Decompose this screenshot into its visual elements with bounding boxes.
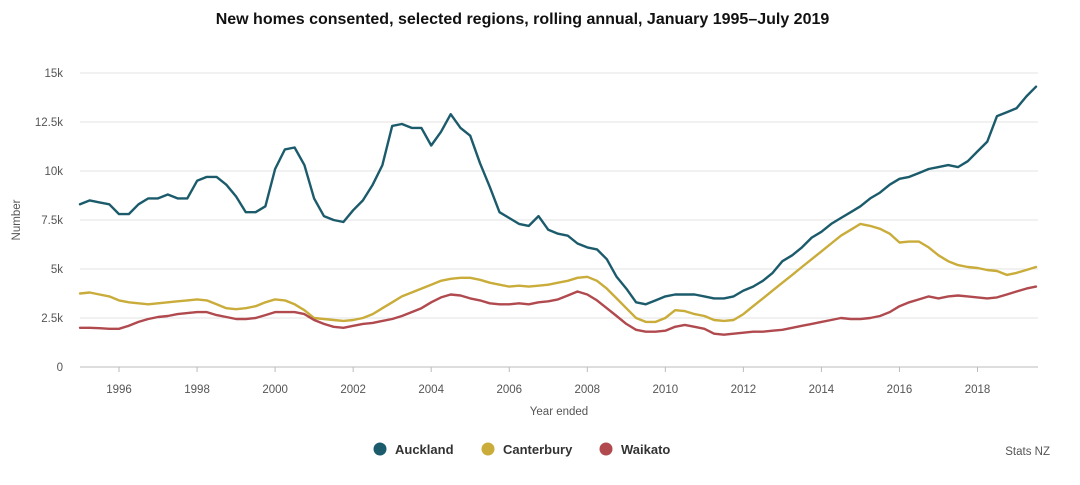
legend-label-canterbury: Canterbury xyxy=(503,442,573,457)
x-tick-label: 1998 xyxy=(184,384,210,396)
y-tick-label: 10k xyxy=(44,166,63,178)
x-tick-label: 2012 xyxy=(731,384,757,396)
y-tick-label: 12.5k xyxy=(35,117,63,129)
legend-label-auckland: Auckland xyxy=(395,442,454,457)
series-line-waikato xyxy=(78,285,1038,336)
series-line-canterbury xyxy=(78,222,1038,324)
x-tick-label: 2002 xyxy=(340,384,366,396)
legend: Auckland Canterbury Waikato xyxy=(373,442,670,457)
x-tick-label: 2000 xyxy=(262,384,288,396)
legend-label-waikato: Waikato xyxy=(621,442,670,457)
x-tick-label: 2014 xyxy=(809,384,835,396)
x-tick-label: 1996 xyxy=(106,384,132,396)
series-line-auckland xyxy=(78,85,1038,306)
x-axis-title: Year ended xyxy=(530,406,588,418)
legend-swatch-canterbury xyxy=(481,442,495,456)
series-lines xyxy=(78,85,1038,336)
y-tick-label: 15k xyxy=(44,68,63,80)
y-tick-label: 2.5k xyxy=(41,313,63,325)
x-tick-label: 2004 xyxy=(418,384,444,396)
legend-swatch-auckland xyxy=(373,442,387,456)
source-credit: Stats NZ xyxy=(1005,446,1050,458)
gridlines xyxy=(80,72,1038,319)
x-axis-ticks: 1996 1998 2000 2002 2004 2006 2008 2010 2012 2014… xyxy=(106,367,990,396)
x-tick-label: 2010 xyxy=(653,384,679,396)
y-axis-title: Number xyxy=(11,199,23,240)
x-tick-label: 2018 xyxy=(965,384,991,396)
y-tick-label: 7.5k xyxy=(41,215,63,227)
y-axis-tick-labels: 0 2.5k 5k 7.5k 10k 12.5k 15k xyxy=(35,68,63,374)
legend-swatch-waikato xyxy=(599,442,613,456)
y-tick-label: 5k xyxy=(51,264,63,276)
x-tick-label: 2008 xyxy=(574,384,600,396)
y-tick-label: 0 xyxy=(57,362,63,374)
x-tick-label: 2016 xyxy=(887,384,913,396)
chart-title: New homes consented, selected regions, r… xyxy=(215,11,830,28)
x-tick-label: 2006 xyxy=(496,384,522,396)
